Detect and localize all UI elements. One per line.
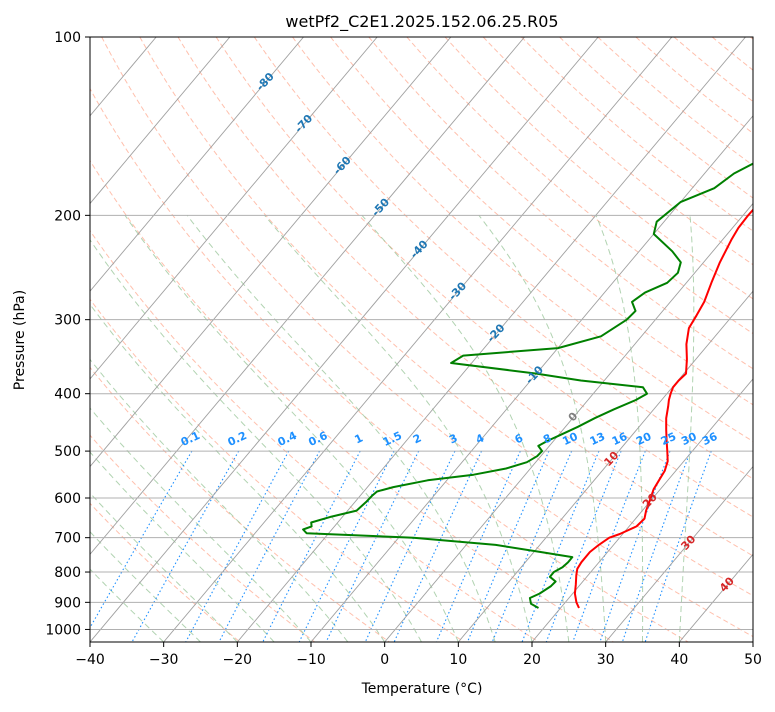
y-tick-label: 500 <box>54 444 81 460</box>
y-tick-label: 200 <box>54 208 81 224</box>
y-tick-label: 100 <box>54 30 81 46</box>
y-tick-label: 400 <box>54 387 81 403</box>
x-tick-label: 30 <box>597 652 615 668</box>
y-tick-label: 700 <box>54 531 81 547</box>
y-tick-label: 900 <box>54 595 81 611</box>
x-tick-label: 0 <box>380 652 389 668</box>
x-axis-label: Temperature (°C) <box>361 681 483 697</box>
y-tick-label: 600 <box>54 491 81 507</box>
chart-title: wetPf2_C2E1.2025.152.06.25.R05 <box>285 12 558 32</box>
x-tick-label: −40 <box>75 652 105 668</box>
x-tick-label: −10 <box>296 652 326 668</box>
y-axis-label: Pressure (hPa) <box>12 290 28 390</box>
y-tick-label: 1000 <box>45 622 81 638</box>
x-tick-label: −30 <box>149 652 179 668</box>
y-tick-label: 800 <box>54 565 81 581</box>
x-tick-label: 20 <box>523 652 541 668</box>
y-tick-label: 300 <box>54 313 81 329</box>
x-tick-label: −20 <box>223 652 253 668</box>
x-tick-label: 40 <box>670 652 688 668</box>
x-tick-label: 10 <box>449 652 467 668</box>
x-tick-label: 50 <box>744 652 762 668</box>
